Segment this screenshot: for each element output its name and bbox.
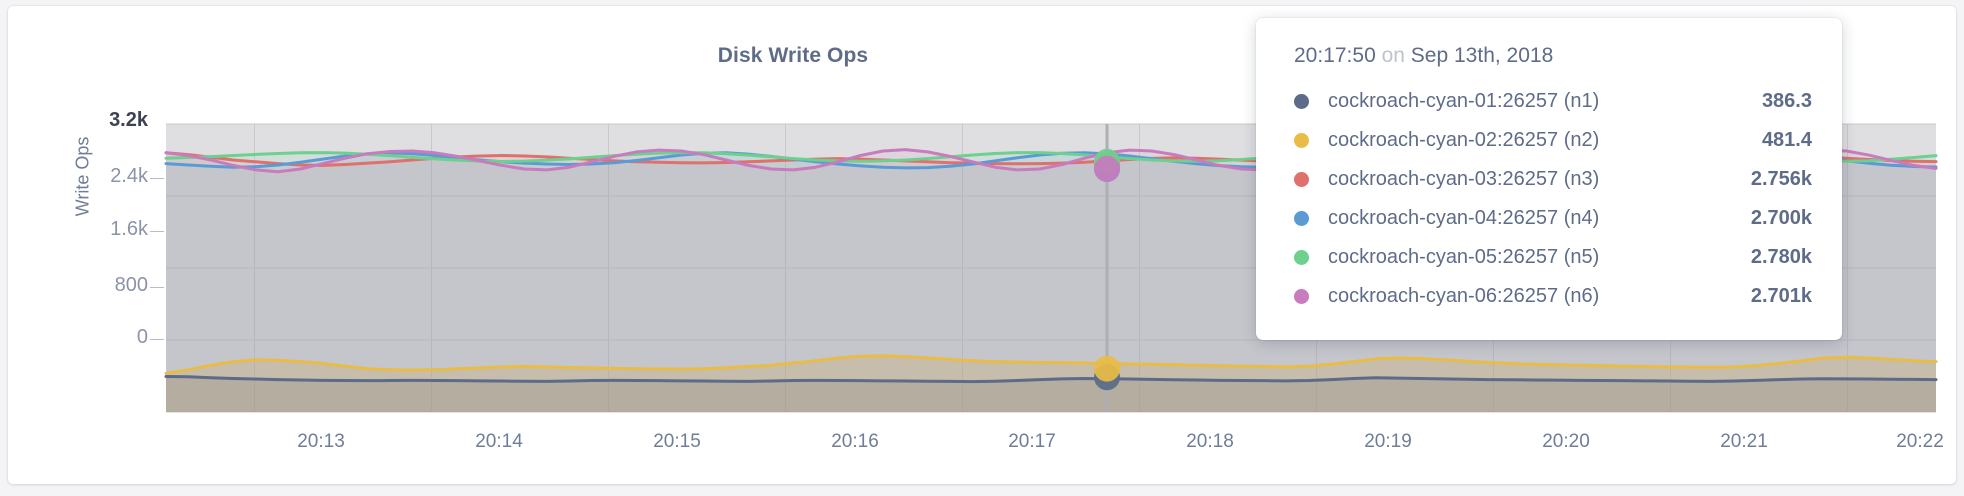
series-color-dot [1294, 172, 1309, 187]
series-color-dot [1294, 211, 1309, 226]
series-line-2[interactable] [164, 354, 1938, 375]
y-tick-dash-2 [150, 231, 164, 232]
series-value: 2.700k [1750, 207, 1812, 229]
disk-write-ops-card: Disk Write Ops Write Ops 3.2k 2.4k 1.6k … [8, 6, 1956, 484]
series-color-dot [1294, 94, 1309, 109]
series-value: 481.4 [1761, 129, 1812, 151]
tooltip-row: cockroach-cyan-03:26257 (n3) 2.756k [1294, 160, 1812, 199]
hover-dot-6 [1094, 155, 1121, 182]
tooltip-row: cockroach-cyan-04:26257 (n4) 2.700k [1294, 199, 1812, 238]
series-line-1[interactable] [164, 374, 1938, 384]
tooltip-row: cockroach-cyan-06:26257 (n6) 2.701k [1294, 277, 1812, 316]
y-tick-3: 800 [114, 274, 148, 296]
y-tick-dash-3 [150, 287, 164, 288]
x-tick-5: 20:18 [1186, 431, 1234, 452]
x-tick-8: 20:21 [1720, 431, 1768, 452]
series-color-dot [1294, 133, 1309, 148]
chart-title: Disk Write Ops [717, 44, 869, 67]
series-label: cockroach-cyan-04:26257 (n4) [1328, 207, 1600, 229]
series-label: cockroach-cyan-03:26257 (n3) [1328, 168, 1600, 190]
tooltip-row: cockroach-cyan-01:26257 (n1) 386.3 [1294, 82, 1812, 121]
series-label: cockroach-cyan-06:26257 (n6) [1328, 285, 1600, 307]
series-value: 2.780k [1750, 246, 1812, 268]
series-color-dot [1294, 250, 1309, 265]
hover-tooltip: 20:17:50 on Sep 13th, 2018 cockroach-cya… [1256, 18, 1842, 340]
tooltip-date: Sep 13th, 2018 [1410, 44, 1554, 67]
series-color-dot [1294, 289, 1309, 304]
tooltip-timestamp: 20:17:50 on Sep 13th, 2018 [1294, 44, 1812, 68]
series-area-2 [166, 355, 1936, 412]
y-tick-dash-4 [150, 339, 164, 340]
series-label: cockroach-cyan-01:26257 (n1) [1328, 90, 1600, 112]
x-tick-2: 20:15 [653, 431, 701, 452]
x-tick-7: 20:20 [1542, 431, 1590, 452]
series-label: cockroach-cyan-05:26257 (n5) [1328, 246, 1600, 268]
tooltip-series-list: cockroach-cyan-01:26257 (n1) 386.3 cockroa… [1294, 82, 1812, 316]
x-tick-9: 20:22 [1896, 431, 1944, 452]
y-tick-dash-1 [150, 178, 164, 179]
series-value: 2.701k [1750, 285, 1812, 307]
y-tick-0: 3.2k [109, 109, 148, 131]
x-tick-4: 20:17 [1008, 431, 1056, 452]
x-tick-3: 20:16 [831, 431, 879, 452]
series-area-1 [166, 376, 1936, 412]
series-value: 2.756k [1750, 168, 1812, 190]
x-tick-0: 20:13 [297, 431, 345, 452]
x-tick-6: 20:19 [1364, 431, 1412, 452]
series-value: 386.3 [1761, 90, 1812, 112]
tooltip-row: cockroach-cyan-05:26257 (n5) 2.780k [1294, 238, 1812, 277]
y-tick-4: 0 [136, 326, 148, 348]
y-tick-2: 1.6k [110, 218, 148, 240]
hover-dot-2 [1094, 355, 1121, 382]
tooltip-time: 20:17:50 [1294, 44, 1376, 67]
tooltip-on-word: on [1381, 44, 1405, 67]
tooltip-row: cockroach-cyan-02:26257 (n2) 481.4 [1294, 121, 1812, 160]
x-tick-1: 20:14 [475, 431, 523, 452]
y-tick-1: 2.4k [110, 165, 148, 187]
series-label: cockroach-cyan-02:26257 (n2) [1328, 129, 1600, 151]
